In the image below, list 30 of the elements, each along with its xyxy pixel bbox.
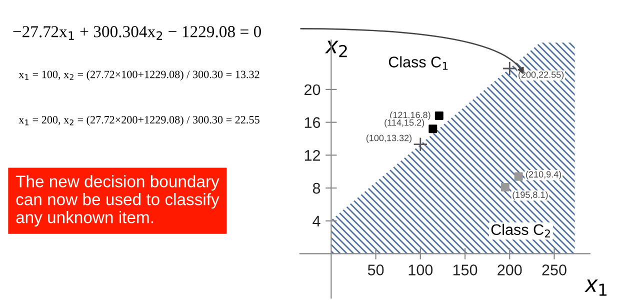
annotation: (200,22.55) — [518, 71, 564, 80]
x-tick-label: 150 — [453, 264, 478, 276]
annotation: (195,8.1) — [512, 191, 548, 200]
annotation: Class C$_{1}$ — [388, 56, 448, 70]
point — [502, 61, 517, 76]
y-tick-label: 4 — [312, 216, 320, 226]
annotation: (121,16.8) — [390, 112, 430, 120]
y-tick-label: 20 — [304, 84, 320, 96]
x-tick-label: 250 — [542, 264, 566, 276]
x-tick-label: 200 — [498, 264, 522, 276]
text: x$_{1}$ = 100, x$_{2}$ = (27.72×100+1229.08) / 300.30 = 13.32 — [18, 70, 260, 80]
annotation: (114,15.2) — [384, 119, 424, 128]
x-tick-label: 100 — [408, 264, 433, 276]
y-tick-label: 8 — [312, 182, 320, 194]
y-axis-title: x$_{2}$ — [325, 40, 347, 58]
annotation: Class C$_{2}$ — [491, 224, 550, 238]
point — [514, 172, 523, 181]
text: −27.72x$_{1}$ + 300.304x$_{2}$ − 1229.08 = 0 — [13, 26, 261, 40]
text: The new decision boundary can now be used to classify any unknown item. — [16, 175, 220, 227]
x-tick-label: 50 — [368, 264, 384, 276]
point — [428, 124, 438, 134]
annotation: (100,13.32) — [366, 134, 412, 143]
x-axis-title: x$_{1}$ — [584, 279, 607, 296]
y-tick-label: 12 — [304, 150, 320, 161]
y-tick-label: 16 — [304, 117, 320, 128]
point — [434, 111, 444, 120]
point — [500, 182, 510, 192]
point — [413, 137, 428, 152]
annotation: (210,9.4) — [526, 170, 562, 180]
text: x$_{1}$ = 200, x$_{2}$ = (27.72×200+1229.08) / 300.30 = 22.55 — [18, 116, 260, 126]
